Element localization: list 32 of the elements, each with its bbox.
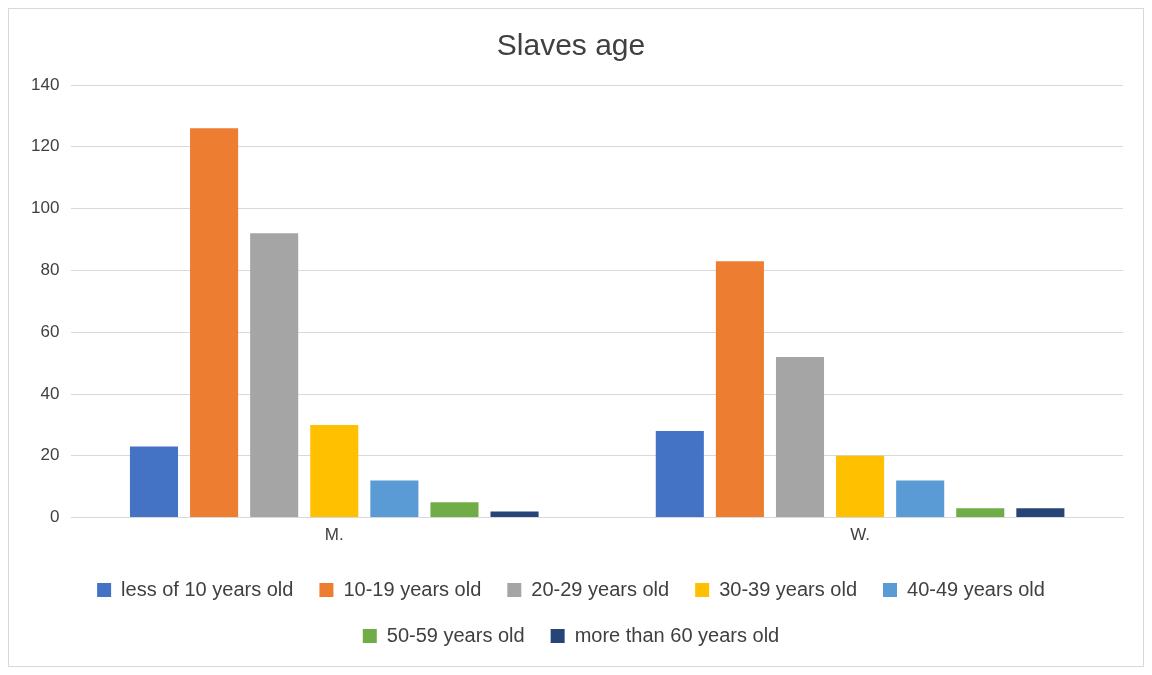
bar (655, 431, 704, 518)
y-tick-label: 120 (30, 136, 60, 156)
bar (956, 508, 1005, 518)
bar (896, 480, 945, 518)
legend-label: 40-49 years old (907, 577, 1045, 600)
legend-label: 30-39 years old (719, 577, 858, 600)
legend-label: 10-19 years old (343, 577, 482, 600)
y-tick-label: 0 (49, 507, 60, 527)
legend-label: less of 10 years old (121, 577, 294, 600)
bar (430, 502, 479, 518)
y-tick-label: 40 (40, 383, 60, 403)
y-tick-label: 140 (30, 74, 60, 94)
bar (775, 356, 825, 518)
bar (250, 233, 299, 518)
y-tick-label: 20 (40, 445, 60, 465)
legend-label: more than 60 years old (574, 623, 780, 646)
y-tick-label: 60 (40, 321, 60, 341)
bar (310, 424, 359, 518)
y-tick-label: 100 (30, 198, 60, 218)
x-tick-label: M. (324, 525, 344, 545)
chart-title: Slaves age (496, 28, 646, 62)
y-tick-label: 80 (40, 260, 60, 280)
bar (715, 261, 764, 518)
bar (129, 446, 179, 518)
bar (836, 455, 885, 518)
bar (490, 511, 539, 518)
x-tick-label: W. (850, 525, 871, 545)
bar (1016, 508, 1065, 518)
bar (370, 480, 419, 518)
legend-label: 50-59 years old (386, 623, 525, 646)
legend-label: 20-29 years old (531, 577, 670, 600)
bar (190, 128, 239, 518)
